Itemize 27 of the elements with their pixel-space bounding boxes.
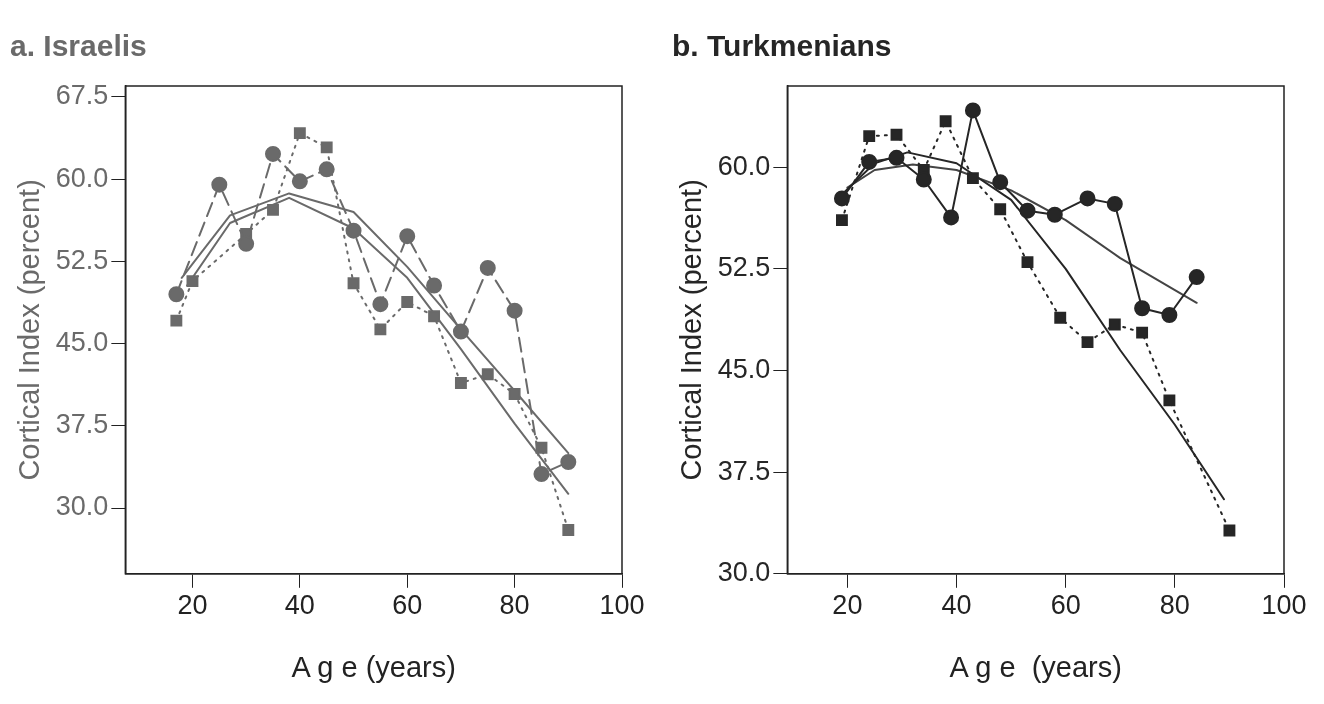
x-tick-label: 40: [941, 590, 972, 621]
y-tick-label: 67.5: [55, 80, 109, 111]
x-tick-label: 100: [1261, 590, 1307, 621]
y-tick-label: 30.0: [55, 491, 109, 522]
x-tick-label: 20: [832, 590, 863, 621]
x-tick-label: 80: [499, 590, 530, 621]
y-tick-label: 45.0: [55, 327, 109, 358]
chart-title: b. Turkmenians: [672, 29, 892, 63]
x-tick-label: 60: [392, 590, 423, 621]
chart-title: a. Israelis: [10, 29, 147, 63]
x-tick-label: 100: [599, 590, 645, 621]
y-tick-label: 30.0: [717, 557, 771, 588]
y-tick-label: 60.0: [55, 162, 109, 193]
y-axis-title: Cortical Index (percent): [13, 179, 46, 481]
y-tick-label: 37.5: [55, 409, 109, 440]
y-tick-label: 37.5: [717, 455, 771, 486]
x-tick-label: 40: [284, 590, 315, 621]
y-tick-label: 45.0: [717, 354, 771, 384]
y-tick-label: 52.5: [55, 244, 109, 275]
x-axis-title: A g e (years): [949, 650, 1122, 683]
y-tick-label: 60.0: [717, 150, 771, 181]
x-tick-label: 60: [1050, 590, 1081, 621]
x-tick-label: 80: [1159, 590, 1190, 621]
y-tick-label: 52.5: [717, 252, 771, 283]
x-tick-label: 20: [177, 590, 208, 621]
x-axis-title: A g e (years): [291, 650, 456, 683]
y-axis-title: Cortical Index (percent): [675, 179, 708, 481]
